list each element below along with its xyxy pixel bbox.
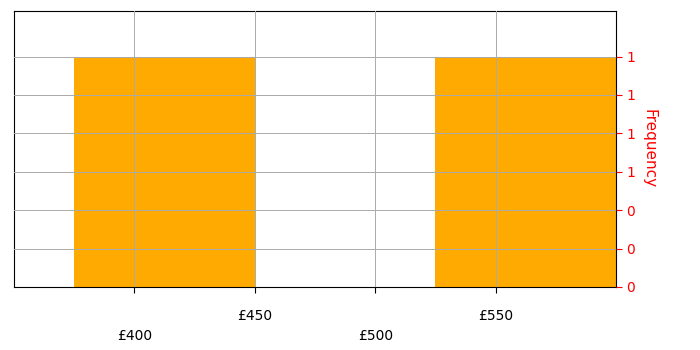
Y-axis label: Frequency: Frequency [641,109,656,188]
Text: £450: £450 [237,309,272,323]
Text: £500: £500 [358,329,393,343]
Bar [74,57,255,287]
Text: £550: £550 [478,309,513,323]
Text: £400: £400 [117,329,152,343]
Bar [435,57,616,287]
